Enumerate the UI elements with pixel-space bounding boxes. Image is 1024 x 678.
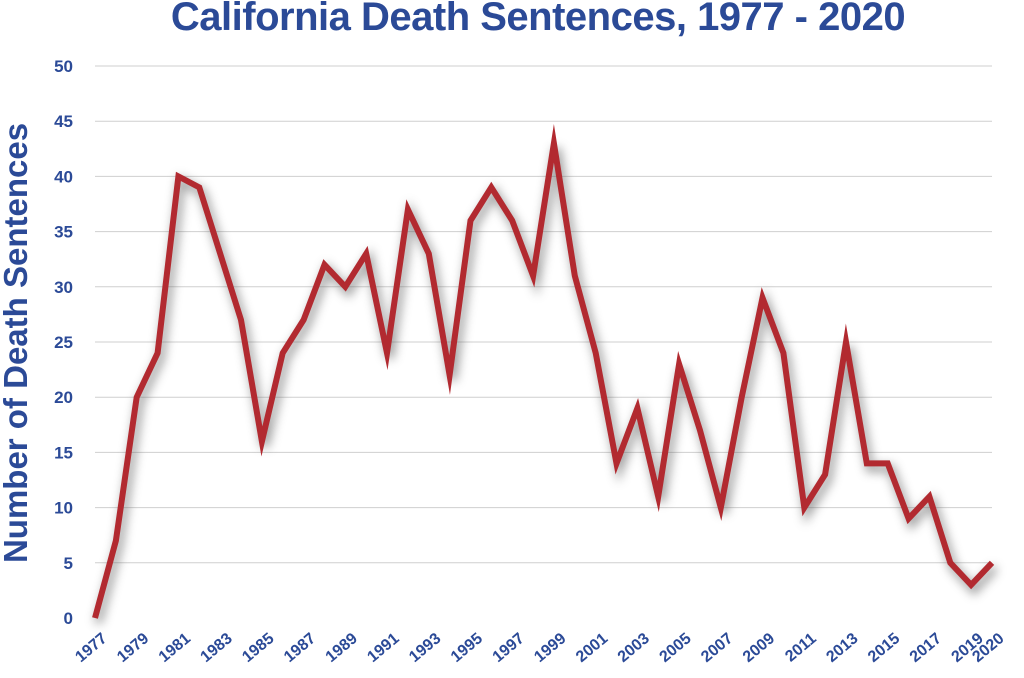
data-point xyxy=(280,350,286,356)
data-point xyxy=(843,339,849,345)
data-point xyxy=(530,273,536,279)
x-tick-label: 1993 xyxy=(406,630,444,666)
x-tick-label: 1989 xyxy=(323,630,361,666)
series-death-sentences xyxy=(92,124,998,625)
y-axis-ticks: 0 5 10 15 20 25 30 35 40 45 50 xyxy=(54,57,73,628)
data-point xyxy=(426,251,432,257)
data-point xyxy=(614,460,620,466)
x-tick-label: 2017 xyxy=(907,630,945,666)
data-point xyxy=(467,218,473,224)
data-point xyxy=(488,184,494,190)
data-point xyxy=(780,350,786,356)
x-tick-label: 2009 xyxy=(740,630,778,666)
data-point xyxy=(718,505,724,511)
data-point xyxy=(342,284,348,290)
data-point xyxy=(509,218,515,224)
chart-title: California Death Sentences, 1977 - 2020 xyxy=(171,0,905,39)
x-tick-label: 1995 xyxy=(448,630,486,666)
data-point xyxy=(655,494,661,500)
data-point xyxy=(113,538,119,544)
y-tick-label: 5 xyxy=(64,554,73,573)
data-point xyxy=(968,582,974,588)
y-tick-label: 15 xyxy=(54,443,73,462)
data-point xyxy=(196,184,202,190)
data-point xyxy=(384,350,390,356)
x-tick-label: 1997 xyxy=(490,630,528,666)
y-axis-label: Number of Death Sentences xyxy=(0,123,34,563)
x-tick-label: 2011 xyxy=(782,630,820,665)
y-tick-label: 10 xyxy=(54,499,73,518)
x-tick-label: 2015 xyxy=(865,630,903,666)
x-tick-label: 1991 xyxy=(364,630,402,666)
data-point xyxy=(801,505,807,511)
data-point xyxy=(447,372,453,378)
x-tick-label: 2013 xyxy=(823,630,861,666)
y-tick-label: 40 xyxy=(54,167,73,186)
x-axis-ticks: 1977 1979 1981 1983 1985 1987 1989 1991 1993 1995… xyxy=(72,630,1007,666)
x-tick-label: 1983 xyxy=(198,630,236,666)
x-tick-label: 2003 xyxy=(615,630,653,666)
data-point xyxy=(175,173,181,179)
y-tick-label: 45 xyxy=(54,112,73,131)
data-point xyxy=(634,405,640,411)
y-tick-label: 50 xyxy=(54,57,73,76)
data-point xyxy=(155,350,161,356)
data-point xyxy=(134,394,140,400)
data-point xyxy=(301,317,307,323)
data-point xyxy=(217,251,223,257)
data-point xyxy=(739,394,745,400)
data-point xyxy=(697,427,703,433)
y-tick-label: 20 xyxy=(54,388,73,407)
x-tick-label: 1985 xyxy=(239,630,277,666)
x-tick-label: 2007 xyxy=(698,630,736,666)
data-point xyxy=(238,317,244,323)
data-point xyxy=(906,516,912,522)
x-tick-label: 1979 xyxy=(114,630,152,666)
data-point xyxy=(259,438,265,444)
gridlines xyxy=(95,65,992,564)
data-point xyxy=(926,494,932,500)
data-point xyxy=(551,140,557,146)
x-tick-label: 1987 xyxy=(281,630,319,666)
data-point xyxy=(760,295,766,301)
data-point xyxy=(822,471,828,477)
data-point xyxy=(572,273,578,279)
y-tick-label: 25 xyxy=(54,333,73,352)
data-point xyxy=(363,251,369,257)
x-tick-label: 2001 xyxy=(573,630,611,666)
data-point xyxy=(989,560,995,566)
data-point xyxy=(885,460,891,466)
y-tick-label: 35 xyxy=(54,223,73,242)
y-tick-label: 0 xyxy=(64,609,73,628)
data-point xyxy=(864,460,870,466)
series-line-shadow xyxy=(94,147,998,625)
series-line xyxy=(92,124,995,619)
x-tick-label: 1981 xyxy=(156,630,194,666)
x-tick-label: 2005 xyxy=(656,630,694,666)
y-tick-label: 30 xyxy=(54,278,73,297)
data-point xyxy=(321,262,327,268)
data-point xyxy=(593,350,599,356)
data-point xyxy=(947,560,953,566)
data-point xyxy=(92,615,98,621)
x-tick-label: 1977 xyxy=(72,630,110,666)
x-tick-label: 1999 xyxy=(531,630,569,666)
data-point xyxy=(676,361,682,367)
data-point xyxy=(405,207,411,213)
